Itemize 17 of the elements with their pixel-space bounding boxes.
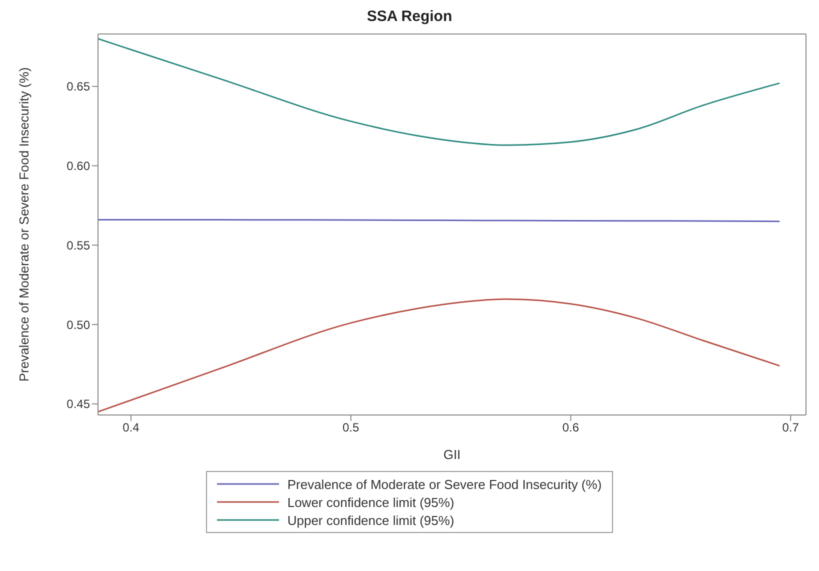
y-axis-title: Prevalence of Moderate or Severe Food Insecurity (%)	[16, 67, 32, 382]
x-tick-label: 0.5	[342, 420, 360, 435]
y-tick-label: 0.55	[66, 238, 90, 252]
chart-title: SSA Region	[366, 8, 454, 25]
legend-label: Lower confidence limit (95%)	[287, 494, 454, 510]
line-series	[98, 298, 780, 413]
legend-label: Upper confidence limit (95%)	[287, 512, 454, 528]
y-tick-label: 0.45	[66, 397, 90, 412]
x-axis-title: GII	[443, 447, 461, 462]
y-tick-label: 0.65	[66, 80, 90, 94]
line-series	[98, 38, 780, 146]
y-tick-label: 0.60	[66, 159, 90, 174]
x-tick-label: 0.6	[562, 420, 580, 435]
x-tick-label: 0.4	[122, 420, 140, 435]
y-tick-label: 0.50	[66, 318, 90, 332]
x-tick-label: 0.7	[782, 420, 800, 435]
legend-label: Prevalence of Moderate or Severe Food Insecurity (%)	[287, 476, 602, 492]
